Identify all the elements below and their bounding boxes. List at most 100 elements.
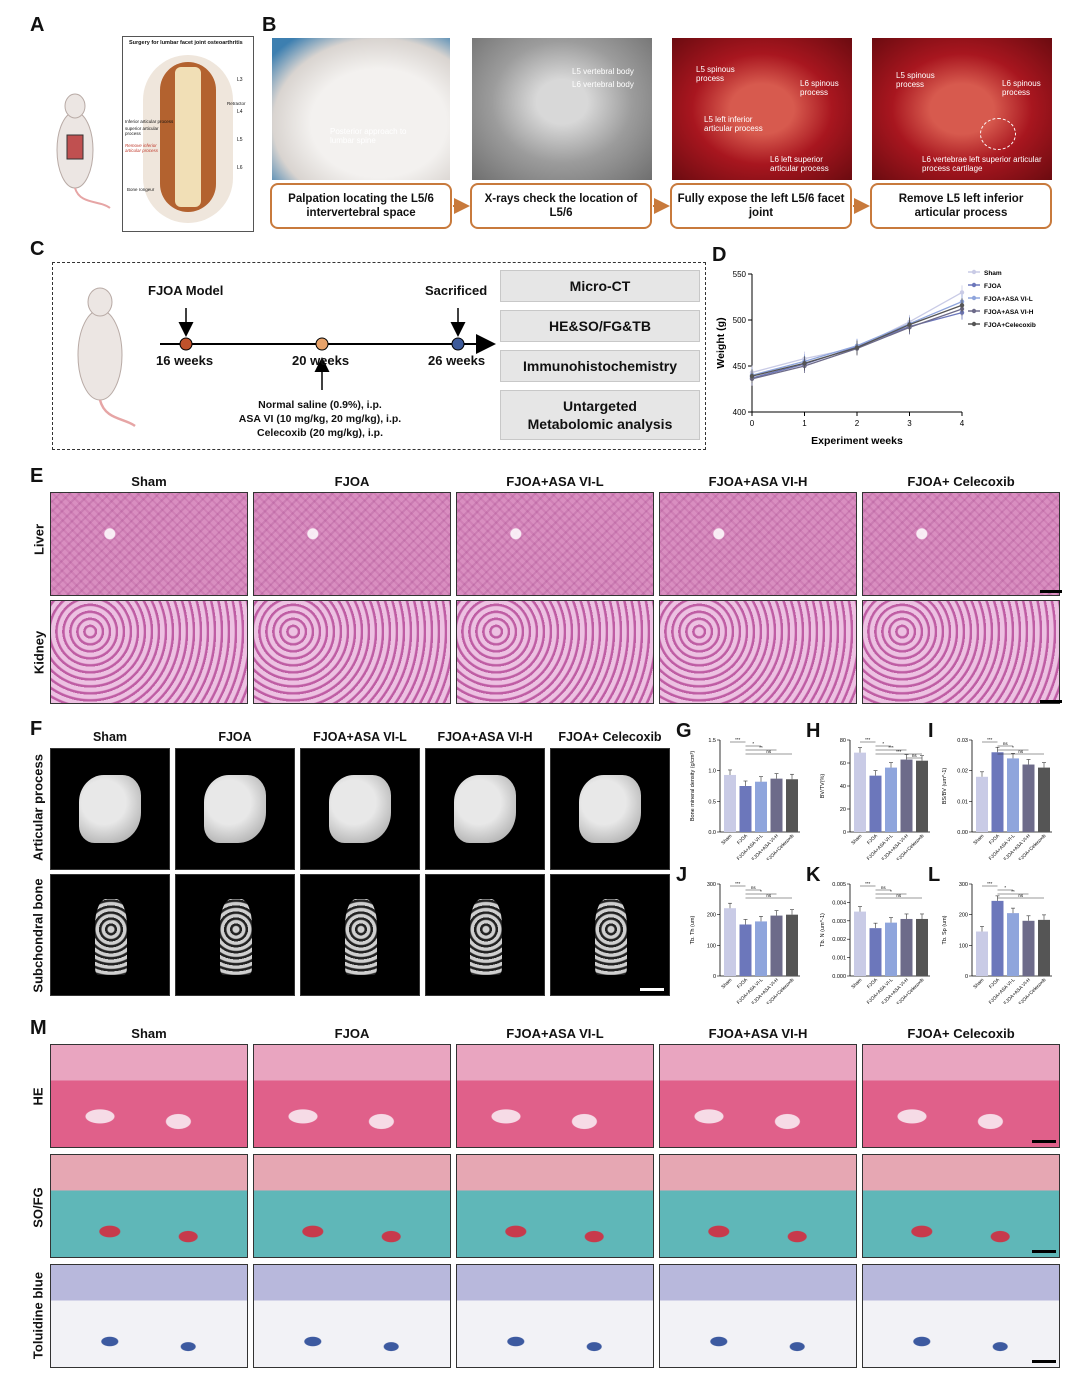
d-legend-marker-0 (971, 269, 977, 275)
liver-tile-0 (50, 492, 248, 596)
bar-i-1 (991, 752, 1004, 832)
bar-k-2 (885, 922, 897, 976)
bar-category-label: FJOA (988, 833, 1001, 846)
time-20: 20 weeks (292, 353, 350, 368)
tb-tile-4 (862, 1264, 1060, 1368)
bar-ytick-label: 300 (959, 882, 968, 888)
scale-bar-kidney (1040, 700, 1062, 703)
d-point-0-4 (959, 290, 965, 295)
sig-label: ns (1003, 741, 1009, 746)
tb-tile-2 (456, 1264, 654, 1368)
col-title-4: FJOA+ Celecoxib (907, 1026, 1015, 1041)
bar-j-2 (755, 921, 767, 976)
d-series-line-0 (751, 291, 963, 374)
sofg-tile-1 (253, 1154, 451, 1258)
ct-articular-tile-4 (550, 748, 670, 870)
bar-ylabel: BS/BV (um^-1) (942, 768, 948, 805)
sig-label: ** (1011, 889, 1015, 894)
d-xtick-label: 4 (960, 419, 965, 428)
sig-label: *** (987, 881, 993, 886)
panel-label-a: A (30, 14, 45, 36)
col-title-0: Sham (92, 730, 128, 744)
tb-tile-3 (659, 1264, 857, 1368)
he-tile-3 (659, 1044, 857, 1148)
step-box-1: Palpation locating the L5/6 intervertebr… (270, 183, 452, 229)
bar-ytick-label: 80 (840, 738, 846, 744)
ct-articular-tile-0 (50, 748, 170, 870)
bar-category-label: Sham (850, 977, 863, 990)
bar-i-0 (976, 776, 988, 832)
bar-k-1 (869, 928, 882, 976)
bar-g-4 (786, 779, 798, 832)
bar-g-1 (739, 786, 752, 832)
bar-ytick-label: 0.02 (957, 769, 968, 775)
sofg-tile-2 (456, 1154, 654, 1258)
ct-articular-tile-2 (300, 748, 420, 870)
panel-label-b: B (262, 14, 277, 36)
photo-facet-joint: L5 spinous process L6 spinous process L5… (672, 38, 852, 180)
d-legend-label-0: Sham (984, 270, 1002, 277)
bar-h-1 (869, 775, 882, 832)
scale-bar-tb (1032, 1360, 1056, 1363)
sig-label: *** (735, 737, 741, 742)
bar-l-0 (976, 931, 988, 976)
col-title-1: FJOA (218, 730, 252, 744)
bar-j-1 (739, 924, 752, 976)
row-articular-process: Articular process (30, 754, 46, 861)
sofg-tile-4 (862, 1154, 1060, 1258)
col-title-2: FJOA+ASA VI-L (506, 474, 604, 489)
sig-label: ns (1018, 893, 1024, 898)
bar-ytick-label: 1.5 (708, 738, 716, 744)
bar-ytick-label: 0.01 (957, 799, 968, 805)
bar-i-2 (1007, 758, 1019, 832)
d-ylabel: Weight (g) (715, 317, 727, 368)
bar-category-label: Sham (972, 833, 985, 846)
sofg-tile-0 (50, 1154, 248, 1258)
d-xtick-label: 3 (907, 419, 912, 428)
scale-bar-he (1032, 1140, 1056, 1143)
sig-label: ns (881, 885, 887, 890)
sig-label: ns (896, 893, 902, 898)
bar-category-label: FJOA (866, 833, 879, 846)
sig-label: ns (766, 893, 772, 898)
bar-ylabel: Tb. N (um^-1) (820, 913, 826, 947)
ct-articular-tile-1 (175, 748, 295, 870)
ct-subchondral-tile-0 (50, 874, 170, 996)
sig-label: * (890, 889, 892, 894)
he-tile-4 (862, 1044, 1060, 1148)
flow-arrows (453, 198, 870, 214)
bar-ytick-label: 0.005 (832, 882, 846, 888)
sig-label: *** (865, 737, 871, 742)
scale-bar-sofg (1032, 1250, 1056, 1253)
col-title-1: FJOA (334, 1026, 370, 1041)
bar-ytick-label: 20 (840, 807, 846, 813)
tb-tile-0 (50, 1264, 248, 1368)
sig-label: *** (896, 749, 902, 754)
d-ytick-label: 400 (733, 408, 747, 417)
d-legend-marker-4 (971, 321, 977, 327)
panel-label-c: C (30, 238, 45, 260)
liver-tile-3 (659, 492, 857, 596)
d-xtick-label: 1 (802, 419, 807, 428)
d-ytick-label: 550 (733, 270, 747, 279)
d-legend-label-3: FJOA+ASA VI-H (984, 309, 1034, 316)
d-legend-marker-1 (971, 282, 977, 288)
kidney-tile-3 (659, 600, 857, 704)
col-title-2: FJOA+ASA VI-L (313, 730, 407, 744)
bar-h-4 (916, 760, 928, 832)
bar-chart-k: 0.000 0.001 0.002 0.003 0.004 0.005 Tb. N (um^… (820, 881, 930, 1004)
step-box-3: Fully expose the left L5/6 facet joint (670, 183, 852, 229)
he-tile-2 (456, 1044, 654, 1148)
scale-bar-ct (640, 988, 664, 991)
bar-ytick-label: 0.03 (957, 738, 968, 744)
panel-label-e: E (30, 465, 44, 487)
ct-subchondral-tile-4 (550, 874, 670, 996)
bar-j-3 (770, 915, 783, 976)
kidney-tile-2 (456, 600, 654, 704)
analysis-microct: Micro-CT (500, 270, 700, 302)
d-point-4-0 (749, 373, 755, 379)
bar-g-2 (755, 781, 767, 832)
